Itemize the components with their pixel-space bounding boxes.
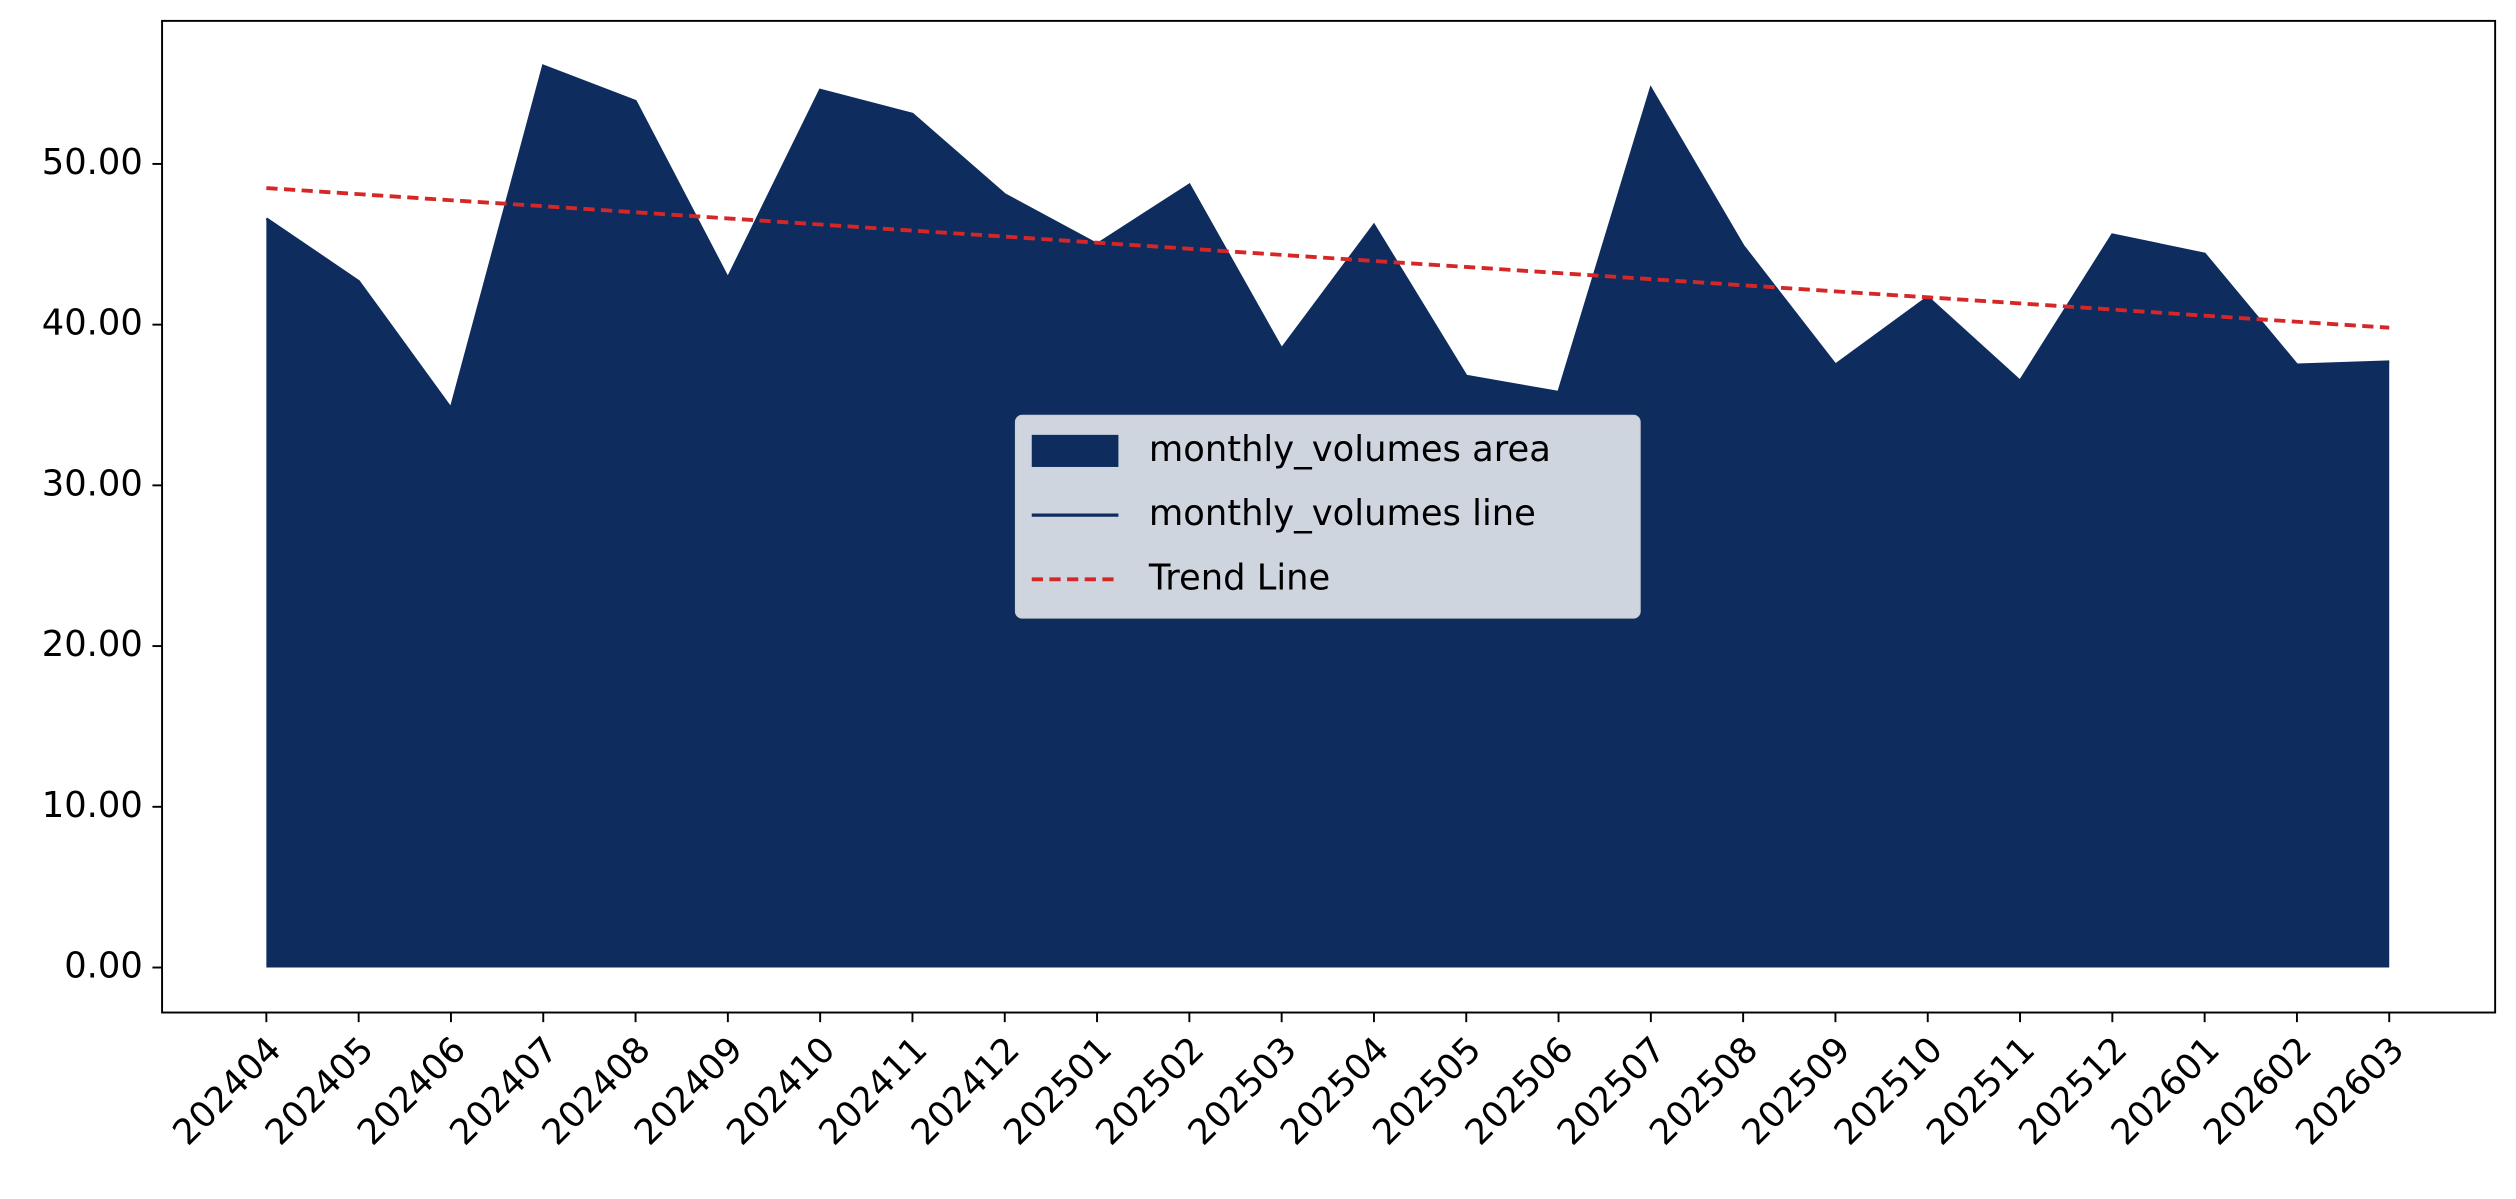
legend-swatch: [1031, 434, 1119, 467]
y-tick-label: 30.00: [42, 463, 143, 504]
legend-box: [1014, 414, 1641, 619]
legend-label: Trend Line: [1148, 557, 1330, 598]
y-tick-label: 20.00: [42, 624, 143, 665]
line: [265, 64, 2390, 412]
y-tick-label: 40.00: [42, 303, 143, 344]
y-tick-label: 10.00: [42, 785, 143, 826]
trend-line: [266, 186, 2390, 330]
axes-frame: [161, 19, 2497, 1014]
y-tick-label: 0.00: [64, 946, 143, 987]
y-tick-label: 50.00: [42, 142, 143, 183]
legend: monthly_volumes area monthly_volumes line…: [1014, 414, 1641, 619]
legend-label: monthly_volumes area: [1149, 429, 1551, 470]
legend-label: monthly_volumes line: [1149, 493, 1536, 534]
